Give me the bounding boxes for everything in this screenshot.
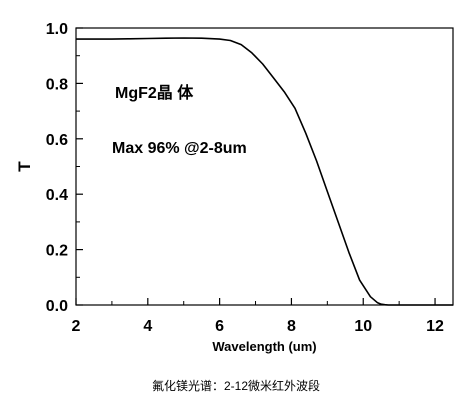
y-tick-label: 0.4 [46,187,68,204]
x-tick-label: 12 [426,318,444,335]
plot-frame [75,27,454,306]
y-axis-label: T [15,161,34,172]
transmission-curve [76,37,453,306]
x-axis-label: Wavelength (um) [212,339,316,354]
x-tick-label: 10 [354,318,372,335]
y-tick-label: 0.0 [46,298,68,315]
y-tick-label: 0.6 [46,132,68,149]
x-tick-label: 8 [287,318,296,335]
axis-ticks: 2 4 6 8 10 12 0.0 0.2 0.4 0.6 0.8 1.0 [46,21,444,335]
figure-caption: 氟化镁光谱：2-12微米红外波段 [152,378,320,393]
y-tick-label: 0.2 [46,243,68,260]
x-tick-label: 6 [215,318,224,335]
material-annotation: MgF2晶 体 [115,83,194,102]
y-tick-label: 0.8 [46,76,68,93]
y-tick-label: 1.0 [46,21,68,38]
max-transmission-annotation: Max 96% @2-8um [112,140,247,157]
x-tick-label: 2 [72,318,81,335]
x-tick-label: 4 [143,318,152,335]
